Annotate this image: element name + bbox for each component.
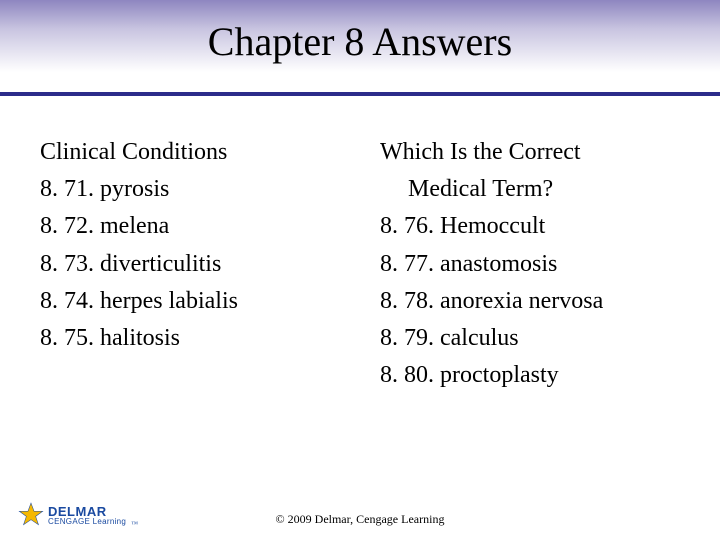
right-heading-line1: Which Is the Correct — [380, 134, 680, 171]
header-band: Chapter 8 Answers — [0, 0, 720, 96]
list-item: 8. 73. diverticulitis — [40, 251, 221, 277]
copyright-text: © 2009 Delmar, Cengage Learning — [276, 512, 445, 526]
list-item: 8. 74. herpes labialis — [40, 288, 238, 314]
footer: © 2009 Delmar, Cengage Learning — [0, 510, 720, 528]
list-item: 8. 76. Hemoccult — [380, 213, 545, 239]
list-item: 8. 80. proctoplasty — [380, 362, 559, 388]
list-item: 8. 71. pyrosis — [40, 176, 169, 202]
list-item: 8. 72. melena — [40, 213, 169, 239]
right-heading-line2: Medical Term? — [380, 171, 680, 208]
title-underline — [0, 92, 720, 96]
content-area: Clinical Conditions 8. 71. pyrosis 8. 72… — [0, 96, 720, 394]
list-item: 8. 78. anorexia nervosa — [380, 288, 603, 314]
slide-title: Chapter 8 Answers — [0, 18, 720, 65]
right-column: Which Is the Correct Medical Term? 8. 76… — [380, 134, 680, 394]
list-item: 8. 79. calculus — [380, 325, 519, 351]
list-item: 8. 75. halitosis — [40, 325, 180, 351]
list-item: 8. 77. anastomosis — [380, 251, 557, 277]
left-heading: Clinical Conditions — [40, 134, 340, 171]
left-column: Clinical Conditions 8. 71. pyrosis 8. 72… — [40, 134, 340, 394]
